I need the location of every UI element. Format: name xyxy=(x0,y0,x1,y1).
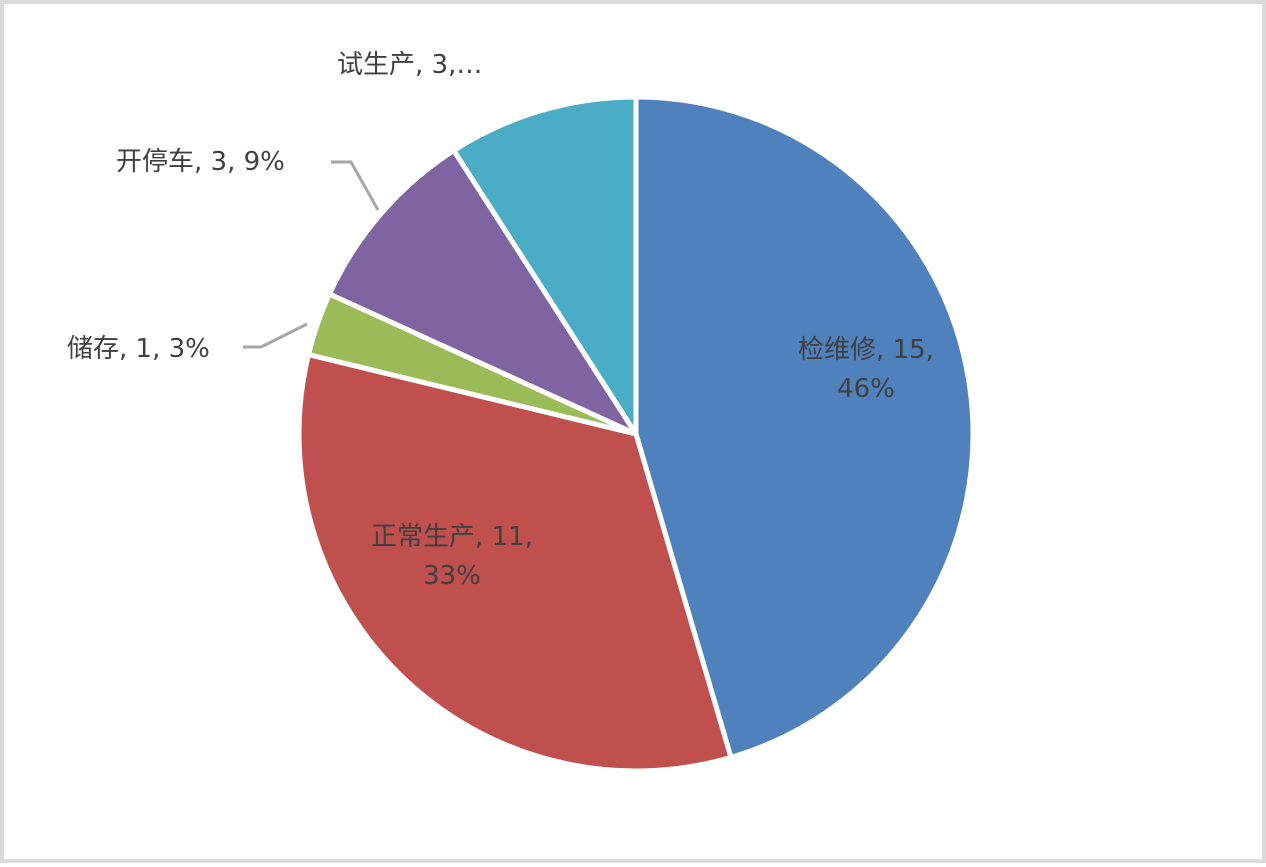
label-zhengchangshengchan: 正常生产, 11, 33% xyxy=(312,518,592,596)
label-shishengchan: 试生产, 3,… xyxy=(337,50,483,80)
pie-slice-kaitingche[interactable] xyxy=(326,148,639,437)
label-jianweixiu-line2: 46% xyxy=(837,374,895,404)
label-zhengchangshengchan-line1: 正常生产, 11, xyxy=(371,522,533,552)
leader-line-chucun xyxy=(243,322,308,349)
label-chucun: 储存, 1, 3% xyxy=(67,334,210,364)
pie-chart xyxy=(243,94,976,774)
pie-slice-zhengchangshengchan[interactable] xyxy=(296,352,734,774)
leader-line-kaitingche xyxy=(331,160,380,211)
label-kaitingche: 开停车, 3, 9% xyxy=(116,147,285,177)
pie-slices xyxy=(296,94,976,774)
pie-slice-jianweixiu[interactable] xyxy=(633,94,976,760)
label-jianweixiu: 检维修, 15, 46% xyxy=(726,331,1006,409)
pie-slice-shishengchan[interactable] xyxy=(451,94,639,437)
label-zhengchangshengchan-line2: 33% xyxy=(423,561,481,591)
label-jianweixiu-line1: 检维修, 15, xyxy=(798,335,934,365)
